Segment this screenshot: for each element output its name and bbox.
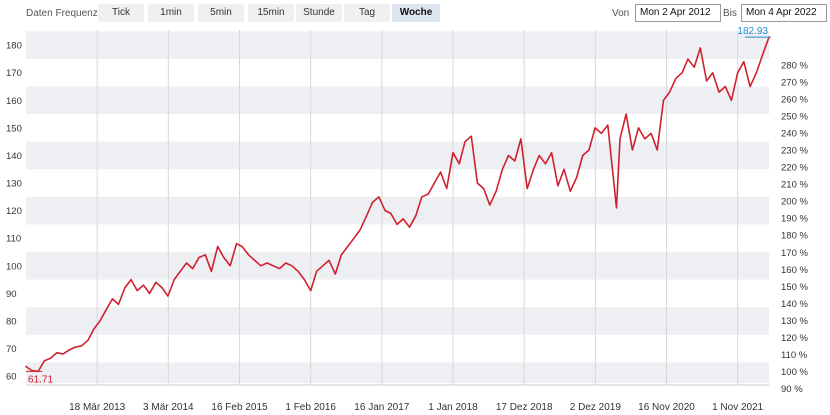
y2-tick-label: 220 % <box>781 163 808 174</box>
y2-tick-label: 280 % <box>781 61 808 72</box>
y2-tick-label: 110 % <box>781 350 808 361</box>
grid-band <box>26 141 769 170</box>
min-value-label: 61.71 <box>28 374 53 385</box>
chart-vertical-gridlines <box>96 30 739 385</box>
chart-series <box>25 36 770 373</box>
y2-tick-label: 250 % <box>781 112 808 123</box>
y2-tick-label: 270 % <box>781 78 808 89</box>
y2-tick-label: 150 % <box>781 282 808 293</box>
frequency-button-stunde[interactable]: Stunde <box>296 4 342 22</box>
x-tick-label: 16 Nov 2020 <box>638 402 695 413</box>
from-date-input[interactable]: Mon 2 Apr 2012 <box>635 4 721 22</box>
x-tick-label: 16 Feb 2015 <box>211 402 268 413</box>
from-label: Von <box>612 8 630 19</box>
frequency-button-woche[interactable]: Woche <box>392 4 440 22</box>
y2-tick-label: 140 % <box>781 299 808 310</box>
y2-tick-label: 90 % <box>781 384 803 395</box>
frequency-button-1min[interactable]: 1min <box>148 4 194 22</box>
y-tick-label: 140 <box>6 151 22 162</box>
y2-percent-axis: 90 % 100 % 110 % 120 % 130 % 140 % 150 % 160 % 1… <box>781 61 808 395</box>
y2-tick-label: 120 % <box>781 333 808 344</box>
x-tick-label: 17 Dez 2018 <box>496 402 553 413</box>
grid-band <box>26 31 769 59</box>
y2-tick-label: 190 % <box>781 214 808 225</box>
chart-bands <box>26 30 769 383</box>
frequency-button-15min[interactable]: 15min <box>248 4 294 22</box>
y-tick-label: 70 <box>6 344 17 355</box>
y2-tick-label: 170 % <box>781 248 808 259</box>
y2-tick-label: 210 % <box>781 180 808 191</box>
series-line-0 <box>25 36 770 373</box>
grid-band <box>26 86 769 115</box>
x-tick-label: 1 Feb 2016 <box>285 402 336 413</box>
y-tick-label: 120 <box>6 206 22 217</box>
frequency-button-5min[interactable]: 5min <box>198 4 244 22</box>
last-value-label: 182.93 <box>737 26 768 37</box>
price-chart: 60 70 80 90 100 110 120 130 140 150 160 170 180 90 %… <box>6 26 808 413</box>
x-tick-label: 1 Jan 2018 <box>428 402 478 413</box>
x-axis: 18 Mär 2013 3 Mär 2014 16 Feb 2015 1 Feb 20… <box>26 384 769 413</box>
y-tick-label: 150 <box>6 123 22 134</box>
y2-tick-label: 230 % <box>781 146 808 157</box>
y2-tick-label: 200 % <box>781 197 808 208</box>
y-tick-label: 60 <box>6 372 17 383</box>
grid-band <box>26 196 769 225</box>
toolbar: Daten Frequenz Tick 1min 5min 15min Stunde Ta… <box>0 0 830 26</box>
grid-band <box>26 252 769 280</box>
y-tick-label: 90 <box>6 289 17 300</box>
y-tick-label: 170 <box>6 68 22 79</box>
y-tick-label: 160 <box>6 96 22 107</box>
x-tick-label: 18 Mär 2013 <box>69 402 126 413</box>
x-tick-label: 16 Jan 2017 <box>354 402 409 413</box>
y-tick-label: 110 <box>6 234 21 245</box>
x-tick-label: 3 Mär 2014 <box>143 402 194 413</box>
frequency-label: Daten Frequenz <box>26 8 98 19</box>
x-tick-label: 2 Dez 2019 <box>570 402 622 413</box>
grid-band <box>26 362 769 383</box>
y2-tick-label: 260 % <box>781 95 808 106</box>
frequency-button-tag[interactable]: Tag <box>344 4 390 22</box>
y-tick-label: 180 <box>6 41 22 52</box>
chart-annotations: 61.71 182.93 <box>26 26 771 385</box>
y2-tick-label: 130 % <box>781 316 808 327</box>
grid-band <box>26 307 769 335</box>
y2-tick-label: 160 % <box>781 265 808 276</box>
frequency-button-tick[interactable]: Tick <box>98 4 144 22</box>
y2-tick-label: 240 % <box>781 129 808 140</box>
to-label: Bis <box>723 8 737 19</box>
y-tick-label: 100 <box>6 261 22 272</box>
y-axis: 60 70 80 90 100 110 120 130 140 150 160 170 180 <box>6 41 22 383</box>
y2-tick-label: 180 % <box>781 231 808 242</box>
y2-tick-label: 100 % <box>781 367 808 378</box>
y-tick-label: 80 <box>6 316 17 327</box>
x-tick-label: 1 Nov 2021 <box>712 402 764 413</box>
y-tick-label: 130 <box>6 179 22 190</box>
to-date-input[interactable]: Mon 4 Apr 2022 <box>741 4 827 22</box>
